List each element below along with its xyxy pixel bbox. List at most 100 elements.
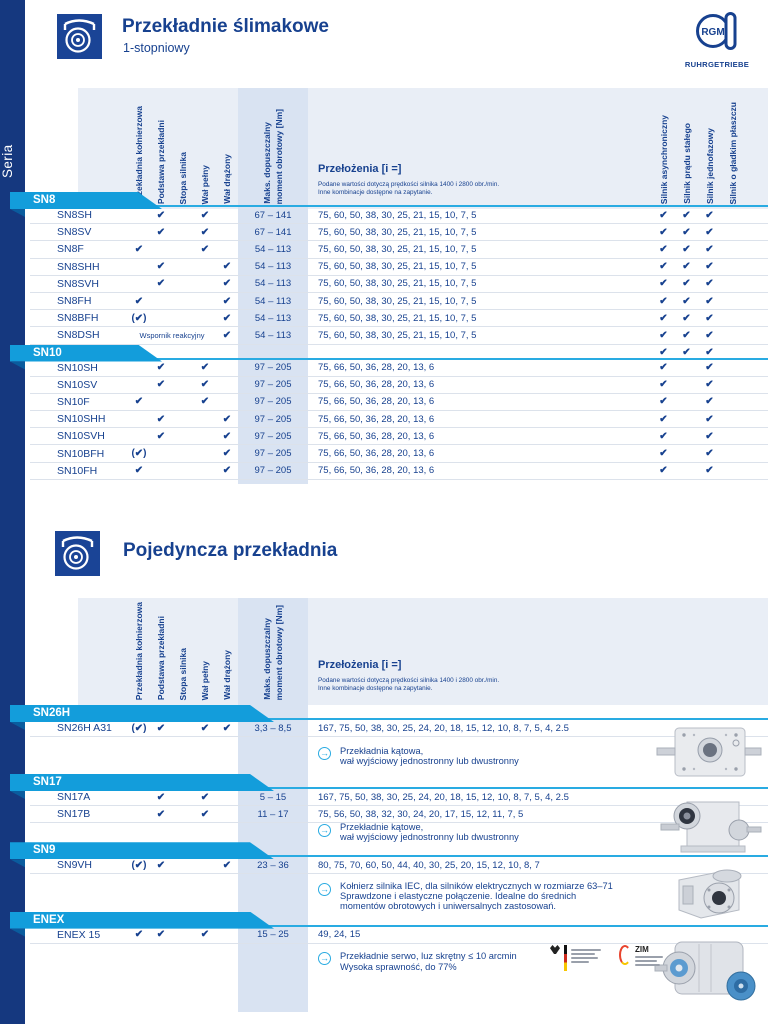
ratios-cell: 75, 66, 50, 36, 28, 20, 13, 6 [318, 379, 435, 391]
motor-check-cell: ✔ [659, 396, 668, 408]
feature-check-cell: ✔ [156, 278, 166, 290]
feature-check-cell: ✔ [222, 859, 232, 871]
motor-check-cell: ✔ [659, 226, 668, 238]
model-label: SN8SH [57, 209, 93, 222]
table-row: SN8DSH Wspornik reakcyjny ✔ 54 – 113 75, 60,… [30, 327, 768, 345]
series-banner: SN10 [10, 345, 162, 362]
motor-check-cell: ✔ [659, 430, 668, 442]
motor-check-cell: ✔ [659, 243, 668, 255]
info-note: → Przekładnia kątowa, wał wyjściowy jednos… [318, 746, 768, 766]
torque-cell: 54 – 113 [254, 312, 292, 324]
table-row: SN8F ✔ ✔ 54 – 113 75, 60, 50, 38, 30, 25, 21… [30, 241, 768, 259]
model-label: SN8SV [57, 226, 92, 239]
table2-body: SN26H SN26H A31 (✔) ✔ ✔ ✔ 3,3 – 8,5 167, 75, 50… [10, 598, 768, 974]
series-banner: SN9 [10, 842, 274, 859]
torque-cell: 11 – 17 [257, 808, 289, 820]
feature-check-cell: ✔ [156, 430, 166, 442]
table-row: SN10FH ✔ ✔ 97 – 205 75, 66, 50, 36, 28, 20, … [30, 463, 768, 480]
feature-check-cell: ✔ [200, 379, 210, 391]
series-banner-label: SN26H [33, 707, 71, 719]
motor-check-cell: ✔ [659, 278, 668, 290]
feature-note: Wspornik reakcyjny [139, 330, 205, 340]
feature-check-cell: ✔ [200, 243, 210, 255]
motor-check-cell: ✔ [659, 261, 668, 273]
motor-check-cell: ✔ [682, 329, 691, 341]
torque-cell: 97 – 205 [254, 396, 292, 408]
model-label: ENEX 15 [57, 928, 101, 941]
ratios-cell: 75, 60, 50, 38, 30, 25, 21, 15, 10, 7, 5 [318, 278, 477, 290]
arrow-icon: → [318, 747, 331, 760]
motor-check-cell: ✔ [705, 448, 714, 460]
series-group-sn8: SN8 SN8SH ✔ ✔ 67 – 141 75, 60, 50, 38, 30, 25… [10, 192, 768, 345]
torque-cell: 97 – 205 [254, 379, 292, 391]
motor-check-cell: ✔ [705, 312, 714, 324]
ratios-cell: 75, 60, 50, 38, 30, 25, 21, 15, 10, 7, 5 [318, 243, 477, 255]
funding-logos: ZIM [550, 945, 665, 985]
zim-logo: ZIM [619, 945, 665, 968]
torque-cell: 5 – 15 [259, 791, 287, 803]
info-note-lines: Przekładnie serwo, luz skrętny ≤ 10 arcm… [340, 951, 517, 974]
table1-header: Przekładnia kołnierzowa Podstawa przekła… [30, 88, 768, 209]
motor-check-cell: ✔ [705, 278, 714, 290]
feature-check-cell: ✔ [156, 209, 166, 221]
model-label: SN8SVH [57, 277, 100, 290]
arrow-icon: → [318, 824, 331, 837]
ratios-subnote-2: Inne kombinacje dostępne na zapytanie. [318, 189, 433, 196]
feature-check-cell: ✔ [222, 448, 232, 460]
feature-check-cell: ✔ [156, 379, 166, 391]
worm-gear-icon [55, 531, 100, 576]
ratios-cell: 75, 66, 50, 36, 28, 20, 13, 6 [318, 465, 435, 477]
motor-check-cell: ✔ [682, 243, 691, 255]
table-row: SN8FH ✔ ✔ 54 – 113 75, 60, 50, 38, 30, 25, 2… [30, 293, 768, 311]
motor-check-cell: ✔ [682, 209, 691, 221]
table1-body: SN8 SN8SH ✔ ✔ 67 – 141 75, 60, 50, 38, 30, 25… [10, 88, 768, 480]
feature-check-cell: ✔ [222, 295, 232, 307]
feature-check-cell: ✔ [222, 465, 232, 477]
motor-check-cell: ✔ [682, 346, 691, 358]
banner-fold [10, 859, 25, 868]
motor-check-cell: ✔ [682, 261, 691, 273]
ratios-cell: 75, 60, 50, 38, 30, 25, 21, 15, 10, 7, 5 [318, 295, 477, 307]
table-row: SN8BFH (✔) ✔ 54 – 113 75, 60, 50, 38, 30, 25… [30, 310, 768, 328]
ratios-cell: 75, 66, 50, 36, 28, 20, 13, 6 [318, 396, 435, 408]
table-row: SN10BFH (✔) ✔ 97 – 205 75, 66, 50, 36, 28, 2… [30, 445, 768, 463]
motor-check-cell: ✔ [659, 448, 668, 460]
feature-check-cell: ✔ [134, 396, 144, 408]
torque-cell: 97 – 205 [254, 413, 292, 425]
table-row: SN17A ✔ ✔ 5 – 15 167, 75, 50, 38, 30, 25, 24… [30, 789, 768, 806]
feature-check-cell: ✔ [222, 413, 232, 425]
arrow-icon: → [318, 883, 331, 897]
feature-check-cell: ✔ [222, 430, 232, 442]
torque-cell: 97 – 205 [254, 465, 292, 477]
feature-check-cell: ✔ [200, 929, 210, 941]
ratios-title: Przełożenia [i =] [318, 659, 402, 671]
ratios-header: Przełożenia [i =] Podane wartości dotycz… [308, 598, 652, 705]
feature-check-cell: ✔ [134, 243, 144, 255]
model-label: SN8BFH [57, 312, 99, 325]
info-note-line: wał wyjściowy jednostronny lub dwustronn… [340, 756, 519, 766]
motor-check-cell: ✔ [705, 243, 714, 255]
ratios-cell: 75, 66, 50, 36, 28, 20, 13, 6 [318, 362, 435, 374]
table-row: SN8SV ✔ ✔ 67 – 141 75, 60, 50, 38, 30, 25, 2… [30, 224, 768, 242]
torque-column-band [238, 88, 308, 484]
sn26h-product-photo [656, 727, 762, 777]
table-row: SN8SHH ✔ ✔ 54 – 113 75, 60, 50, 38, 30, 25, … [30, 259, 768, 276]
table-row: SN8SH ✔ ✔ 67 – 141 75, 60, 50, 38, 30, 25, 2… [30, 207, 768, 225]
model-label: SN10FH [57, 464, 98, 477]
banner-fold [10, 722, 25, 730]
info-note-lines: Kołnierz silnika IEC, dla silników elekt… [340, 881, 613, 911]
info-note-line: Przekładnia kątowa, [340, 746, 424, 756]
model-label: SN10SVH [57, 430, 105, 443]
model-label: SN10SH [57, 361, 98, 374]
series-group-sn10: SN10 ✔ ✔ ✔ SN10SH ✔ ✔ 97 – 205 75, 66, 50, 36, 2… [10, 345, 768, 480]
series-banner: SN17 [10, 774, 274, 791]
motor-check-cell: ✔ [682, 312, 691, 324]
feature-check-cell: ✔ [156, 859, 166, 871]
torque-cell: 15 – 25 [257, 929, 289, 941]
model-label: SN26H A31 [57, 722, 112, 734]
feature-check-cell: ✔ [200, 791, 210, 803]
model-label: SN8SHH [57, 260, 100, 273]
feature-check-cell: ✔ [156, 929, 166, 941]
model-label: SN9VH [57, 859, 93, 872]
ratios-cell: 75, 66, 50, 36, 28, 20, 13, 6 [318, 448, 435, 460]
